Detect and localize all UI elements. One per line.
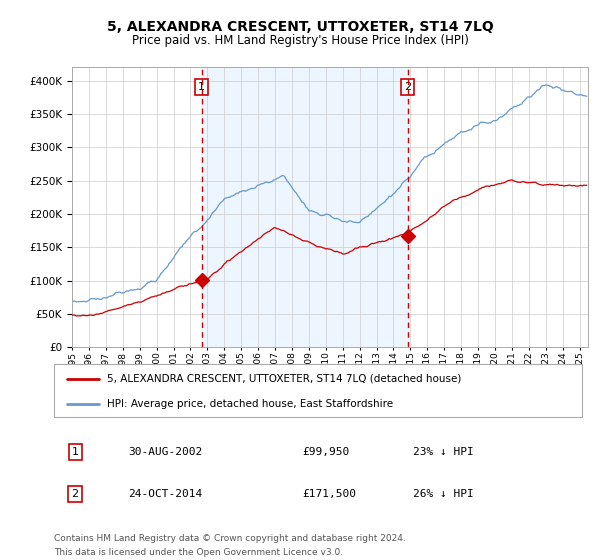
Bar <box>202 67 407 347</box>
Text: 26% ↓ HPI: 26% ↓ HPI <box>413 489 474 499</box>
Text: Contains HM Land Registry data © Crown copyright and database right 2024.: Contains HM Land Registry data © Crown c… <box>54 534 406 543</box>
Text: 1: 1 <box>71 447 79 458</box>
Text: £99,950: £99,950 <box>302 447 349 458</box>
Text: £171,500: £171,500 <box>302 489 356 499</box>
Text: HPI: Average price, detached house, East Staffordshire: HPI: Average price, detached house, East… <box>107 399 393 409</box>
Text: 24-OCT-2014: 24-OCT-2014 <box>128 489 202 499</box>
Text: This data is licensed under the Open Government Licence v3.0.: This data is licensed under the Open Gov… <box>54 548 343 557</box>
Text: 23% ↓ HPI: 23% ↓ HPI <box>413 447 474 458</box>
Text: 2: 2 <box>404 82 411 92</box>
Text: 1: 1 <box>198 82 205 92</box>
Text: 5, ALEXANDRA CRESCENT, UTTOXETER, ST14 7LQ (detached house): 5, ALEXANDRA CRESCENT, UTTOXETER, ST14 7… <box>107 374 461 384</box>
Text: 30-AUG-2002: 30-AUG-2002 <box>128 447 202 458</box>
Text: 2: 2 <box>71 489 79 499</box>
Text: 5, ALEXANDRA CRESCENT, UTTOXETER, ST14 7LQ: 5, ALEXANDRA CRESCENT, UTTOXETER, ST14 7… <box>107 20 493 34</box>
Text: Price paid vs. HM Land Registry's House Price Index (HPI): Price paid vs. HM Land Registry's House … <box>131 34 469 46</box>
